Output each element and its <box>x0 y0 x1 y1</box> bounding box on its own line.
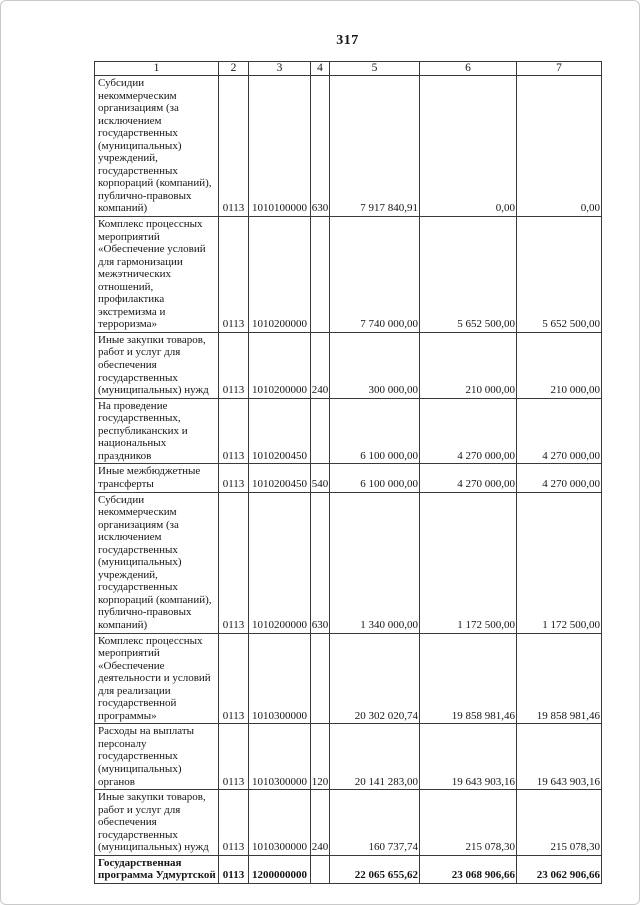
cell-target-article-code: 1010200450 <box>248 397 311 465</box>
cell-expense-name: Расходы на выплаты персоналу государстве… <box>94 723 219 791</box>
cell-amount-plan: 22 065 655,62 <box>329 854 420 884</box>
cell-expense-name: Иные закупки товаров, работ и услуг для … <box>94 331 219 399</box>
table-row: Государственная программа Удмуртской 0113… <box>94 854 602 884</box>
cell-amount-executed: 23 062 906,66 <box>516 854 602 884</box>
cell-amount-executed: 19 858 981,46 <box>516 632 602 725</box>
cell-section-code: 0113 <box>218 854 249 884</box>
cell-amount-approved: 215 078,30 <box>419 789 517 856</box>
cell-expense-name: Государственная программа Удмуртской <box>94 854 219 884</box>
cell-target-article-code: 1010300000 <box>248 789 311 856</box>
table-row: Иные закупки товаров, работ и услуг для … <box>94 789 602 856</box>
cell-expense-name: Иные межбюджетные трансферты <box>94 463 219 493</box>
header-cell-6: 6 <box>419 61 517 76</box>
header-cell-4: 4 <box>310 61 330 76</box>
table-row: Расходы на выплаты персоналу государстве… <box>94 723 602 791</box>
table-row: Комплекс процессных мероприятий «Обеспеч… <box>94 632 602 725</box>
header-cell-1: 1 <box>94 61 219 76</box>
cell-amount-approved: 5 652 500,00 <box>419 216 517 333</box>
cell-section-code: 0113 <box>218 491 249 634</box>
cell-expense-name: Комплекс процессных мероприятий «Обеспеч… <box>94 632 219 725</box>
header-cell-2: 2 <box>218 61 249 76</box>
cell-amount-executed: 1 172 500,00 <box>516 491 602 634</box>
cell-expense-name: Иные закупки товаров, работ и услуг для … <box>94 789 219 856</box>
cell-amount-executed: 19 643 903,16 <box>516 723 602 791</box>
cell-target-article-code: 1200000000 <box>248 854 311 884</box>
table-header-row: 1 2 3 4 5 6 7 <box>94 61 602 76</box>
cell-amount-approved: 19 643 903,16 <box>419 723 517 791</box>
header-cell-7: 7 <box>516 61 602 76</box>
cell-expense-type-code <box>310 854 330 884</box>
table-row: Иные закупки товаров, работ и услуг для … <box>94 331 602 399</box>
cell-target-article-code: 1010300000 <box>248 632 311 725</box>
cell-section-code: 0113 <box>218 397 249 465</box>
cell-expense-type-code: 240 <box>310 331 330 399</box>
cell-section-code: 0113 <box>218 216 249 333</box>
page-number: 317 <box>336 33 359 48</box>
cell-amount-approved: 0,00 <box>419 74 517 218</box>
cell-amount-approved: 210 000,00 <box>419 331 517 399</box>
cell-target-article-code: 1010200000 <box>248 491 311 634</box>
cell-amount-plan: 7 740 000,00 <box>329 216 420 333</box>
cell-target-article-code: 1010300000 <box>248 723 311 791</box>
header-cell-5: 5 <box>329 61 420 76</box>
cell-amount-approved: 19 858 981,46 <box>419 632 517 725</box>
cell-amount-plan: 20 302 020,74 <box>329 632 420 725</box>
cell-amount-plan: 160 737,74 <box>329 789 420 856</box>
cell-expense-type-code: 630 <box>310 74 330 218</box>
cell-expense-type-code: 120 <box>310 723 330 791</box>
cell-amount-plan: 20 141 283,00 <box>329 723 420 791</box>
cell-expense-type-code <box>310 397 330 465</box>
cell-amount-plan: 7 917 840,91 <box>329 74 420 218</box>
table-row: Субсидии некоммерческим организациям (за… <box>94 74 602 218</box>
cell-target-article-code: 1010200000 <box>248 331 311 399</box>
cell-expense-type-code: 540 <box>310 463 330 493</box>
budget-table: 1 2 3 4 5 6 7 Субсидии некоммерческим ор… <box>94 61 602 884</box>
cell-amount-executed: 4 270 000,00 <box>516 463 602 493</box>
cell-amount-plan: 1 340 000,00 <box>329 491 420 634</box>
cell-amount-approved: 1 172 500,00 <box>419 491 517 634</box>
cell-expense-type-code: 240 <box>310 789 330 856</box>
cell-section-code: 0113 <box>218 74 249 218</box>
table-row: На проведение государственных, республик… <box>94 397 602 465</box>
cell-amount-executed: 0,00 <box>516 74 602 218</box>
cell-amount-executed: 5 652 500,00 <box>516 216 602 333</box>
cell-amount-plan: 6 100 000,00 <box>329 397 420 465</box>
header-cell-3: 3 <box>248 61 311 76</box>
cell-section-code: 0113 <box>218 331 249 399</box>
cell-expense-name: Комплекс процессных мероприятий «Обеспеч… <box>94 216 219 333</box>
cell-target-article-code: 1010100000 <box>248 74 311 218</box>
cell-section-code: 0113 <box>218 789 249 856</box>
cell-expense-name: Субсидии некоммерческим организациям (за… <box>94 491 219 634</box>
cell-amount-plan: 300 000,00 <box>329 331 420 399</box>
table-header: 1 2 3 4 5 6 7 <box>94 61 602 76</box>
cell-target-article-code: 1010200450 <box>248 463 311 493</box>
cell-expense-name: На проведение государственных, республик… <box>94 397 219 465</box>
cell-section-code: 0113 <box>218 723 249 791</box>
table-row: Комплекс процессных мероприятий «Обеспеч… <box>94 216 602 333</box>
table-body: Субсидии некоммерческим организациям (за… <box>94 74 602 884</box>
cell-expense-type-code: 630 <box>310 491 330 634</box>
cell-expense-type-code <box>310 632 330 725</box>
cell-amount-executed: 210 000,00 <box>516 331 602 399</box>
cell-expense-type-code <box>310 216 330 333</box>
cell-target-article-code: 1010200000 <box>248 216 311 333</box>
cell-amount-executed: 4 270 000,00 <box>516 397 602 465</box>
cell-amount-approved: 23 068 906,66 <box>419 854 517 884</box>
cell-amount-plan: 6 100 000,00 <box>329 463 420 493</box>
cell-section-code: 0113 <box>218 632 249 725</box>
cell-expense-name: Субсидии некоммерческим организациям (за… <box>94 74 219 218</box>
table-row: Иные межбюджетные трансферты 0113 10102004… <box>94 463 602 493</box>
table-row: Субсидии некоммерческим организациям (за… <box>94 491 602 634</box>
cell-section-code: 0113 <box>218 463 249 493</box>
cell-amount-approved: 4 270 000,00 <box>419 397 517 465</box>
cell-amount-approved: 4 270 000,00 <box>419 463 517 493</box>
cell-amount-executed: 215 078,30 <box>516 789 602 856</box>
